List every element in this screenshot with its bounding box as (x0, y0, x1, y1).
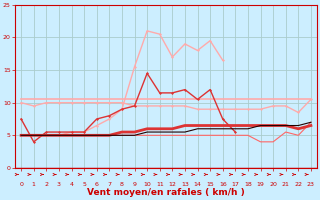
X-axis label: Vent moyen/en rafales ( km/h ): Vent moyen/en rafales ( km/h ) (87, 188, 245, 197)
